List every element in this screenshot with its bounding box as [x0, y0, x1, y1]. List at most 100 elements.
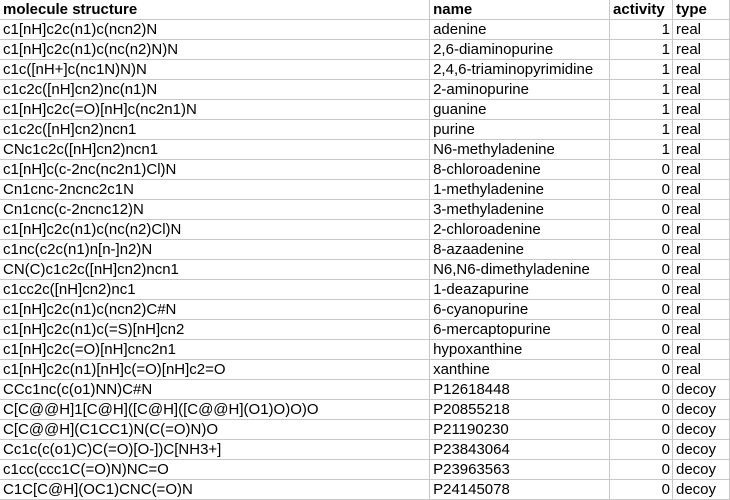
cell-type[interactable]: real — [672, 279, 730, 300]
cell-activity[interactable]: 1 — [609, 99, 673, 120]
cell-name[interactable]: 6-mercaptopurine — [429, 319, 611, 340]
cell-name[interactable]: 8-chloroadenine — [429, 159, 611, 180]
cell-activity[interactable]: 0 — [609, 339, 673, 360]
column-header-molecule-structure[interactable]: molecule structure — [0, 0, 431, 20]
cell-type[interactable]: real — [672, 19, 730, 40]
cell-name[interactable]: P21190230 — [429, 419, 611, 440]
cell-name[interactable]: 1-deazapurine — [429, 279, 611, 300]
cell-type[interactable]: real — [672, 99, 730, 120]
cell-type[interactable]: real — [672, 79, 730, 100]
cell-molecule-structure[interactable]: c1c2c([nH]cn2)ncn1 — [0, 119, 431, 140]
cell-molecule-structure[interactable]: c1[nH]c(c-2nc(nc2n1)Cl)N — [0, 159, 431, 180]
cell-name[interactable]: P23963563 — [429, 459, 611, 480]
cell-activity[interactable]: 0 — [609, 259, 673, 280]
cell-activity[interactable]: 0 — [609, 359, 673, 380]
cell-name[interactable]: 8-azaadenine — [429, 239, 611, 260]
cell-activity[interactable]: 0 — [609, 419, 673, 440]
cell-molecule-structure[interactable]: Cc1c(c(o1)C)C(=O)[O-])C[NH3+] — [0, 439, 431, 460]
cell-type[interactable]: real — [672, 299, 730, 320]
cell-type[interactable]: real — [672, 239, 730, 260]
cell-molecule-structure[interactable]: c1[nH]c2c(n1)c(ncn2)C#N — [0, 299, 431, 320]
cell-type[interactable]: decoy — [672, 459, 730, 480]
cell-type[interactable]: decoy — [672, 419, 730, 440]
cell-molecule-structure[interactable]: C1C[C@H](OC1)CNC(=O)N — [0, 479, 431, 500]
cell-molecule-structure[interactable]: c1[nH]c2c(n1)c(=S)[nH]cn2 — [0, 319, 431, 340]
cell-type[interactable]: real — [672, 319, 730, 340]
cell-name[interactable]: 6-cyanopurine — [429, 299, 611, 320]
cell-activity[interactable]: 0 — [609, 179, 673, 200]
cell-activity[interactable]: 0 — [609, 239, 673, 260]
cell-molecule-structure[interactable]: c1nc(c2c(n1)n[n-]n2)N — [0, 239, 431, 260]
cell-name[interactable]: P24145078 — [429, 479, 611, 500]
cell-molecule-structure[interactable]: c1[nH]c2c(=O)[nH]c(nc2n1)N — [0, 99, 431, 120]
cell-activity[interactable]: 1 — [609, 19, 673, 40]
cell-activity[interactable]: 0 — [609, 379, 673, 400]
column-header-type[interactable]: type — [672, 0, 730, 20]
cell-type[interactable]: decoy — [672, 439, 730, 460]
cell-activity[interactable]: 0 — [609, 199, 673, 220]
cell-name[interactable]: 2,4,6-triaminopyrimidine — [429, 59, 611, 80]
cell-molecule-structure[interactable]: CCc1nc(c(o1)NN)C#N — [0, 379, 431, 400]
cell-name[interactable]: 2,6-diaminopurine — [429, 39, 611, 60]
cell-name[interactable]: guanine — [429, 99, 611, 120]
cell-type[interactable]: real — [672, 339, 730, 360]
cell-name[interactable]: purine — [429, 119, 611, 140]
cell-activity[interactable]: 0 — [609, 319, 673, 340]
cell-activity[interactable]: 1 — [609, 39, 673, 60]
cell-molecule-structure[interactable]: c1[nH]c2c(n1)c(ncn2)N — [0, 19, 431, 40]
cell-name[interactable]: 2-chloroadenine — [429, 219, 611, 240]
cell-type[interactable]: real — [672, 359, 730, 380]
column-header-name[interactable]: name — [429, 0, 611, 20]
cell-molecule-structure[interactable]: c1[nH]c2c(=O)[nH]cnc2n1 — [0, 339, 431, 360]
cell-activity[interactable]: 1 — [609, 139, 673, 160]
cell-activity[interactable]: 1 — [609, 119, 673, 140]
cell-activity[interactable]: 0 — [609, 479, 673, 500]
cell-molecule-structure[interactable]: c1c2c([nH]cn2)nc(n1)N — [0, 79, 431, 100]
cell-name[interactable]: N6-methyladenine — [429, 139, 611, 160]
cell-molecule-structure[interactable]: c1cc(ccc1C(=O)N)NC=O — [0, 459, 431, 480]
cell-molecule-structure[interactable]: C[C@@H]1[C@H]([C@H]([C@@H](O1)O)O)O — [0, 399, 431, 420]
cell-type[interactable]: real — [672, 139, 730, 160]
cell-molecule-structure[interactable]: CN(C)c1c2c([nH]cn2)ncn1 — [0, 259, 431, 280]
cell-molecule-structure[interactable]: c1[nH]c2c(n1)[nH]c(=O)[nH]c2=O — [0, 359, 431, 380]
cell-name[interactable]: adenine — [429, 19, 611, 40]
cell-molecule-structure[interactable]: C[C@@H](C1CC1)N(C(=O)N)O — [0, 419, 431, 440]
cell-name[interactable]: 2-aminopurine — [429, 79, 611, 100]
cell-molecule-structure[interactable]: c1[nH]c2c(n1)c(nc(n2)N)N — [0, 39, 431, 60]
cell-name[interactable]: 1-methyladenine — [429, 179, 611, 200]
cell-activity[interactable]: 0 — [609, 299, 673, 320]
cell-type[interactable]: real — [672, 219, 730, 240]
cell-name[interactable]: P20855218 — [429, 399, 611, 420]
cell-type[interactable]: real — [672, 159, 730, 180]
cell-name[interactable]: hypoxanthine — [429, 339, 611, 360]
cell-molecule-structure[interactable]: Cn1cnc-2ncnc2c1N — [0, 179, 431, 200]
cell-type[interactable]: real — [672, 199, 730, 220]
cell-name[interactable]: 3-methyladenine — [429, 199, 611, 220]
cell-activity[interactable]: 0 — [609, 439, 673, 460]
cell-type[interactable]: real — [672, 119, 730, 140]
cell-activity[interactable]: 0 — [609, 399, 673, 420]
cell-activity[interactable]: 0 — [609, 279, 673, 300]
cell-molecule-structure[interactable]: c1[nH]c2c(n1)c(nc(n2)Cl)N — [0, 219, 431, 240]
cell-type[interactable]: decoy — [672, 479, 730, 500]
cell-activity[interactable]: 0 — [609, 159, 673, 180]
cell-molecule-structure[interactable]: c1c([nH+]c(nc1N)N)N — [0, 59, 431, 80]
cell-name[interactable]: N6,N6-dimethyladenine — [429, 259, 611, 280]
cell-molecule-structure[interactable]: CNc1c2c([nH]cn2)ncn1 — [0, 139, 431, 160]
cell-activity[interactable]: 1 — [609, 79, 673, 100]
cell-activity[interactable]: 0 — [609, 219, 673, 240]
cell-type[interactable]: real — [672, 259, 730, 280]
cell-molecule-structure[interactable]: Cn1cnc(c-2ncnc12)N — [0, 199, 431, 220]
cell-type[interactable]: real — [672, 179, 730, 200]
cell-type[interactable]: real — [672, 39, 730, 60]
cell-activity[interactable]: 0 — [609, 459, 673, 480]
cell-name[interactable]: xanthine — [429, 359, 611, 380]
column-header-activity[interactable]: activity — [609, 0, 673, 20]
cell-type[interactable]: real — [672, 59, 730, 80]
cell-molecule-structure[interactable]: c1cc2c([nH]cn2)nc1 — [0, 279, 431, 300]
cell-type[interactable]: decoy — [672, 379, 730, 400]
cell-name[interactable]: P23843064 — [429, 439, 611, 460]
cell-name[interactable]: P12618448 — [429, 379, 611, 400]
cell-activity[interactable]: 1 — [609, 59, 673, 80]
cell-type[interactable]: decoy — [672, 399, 730, 420]
